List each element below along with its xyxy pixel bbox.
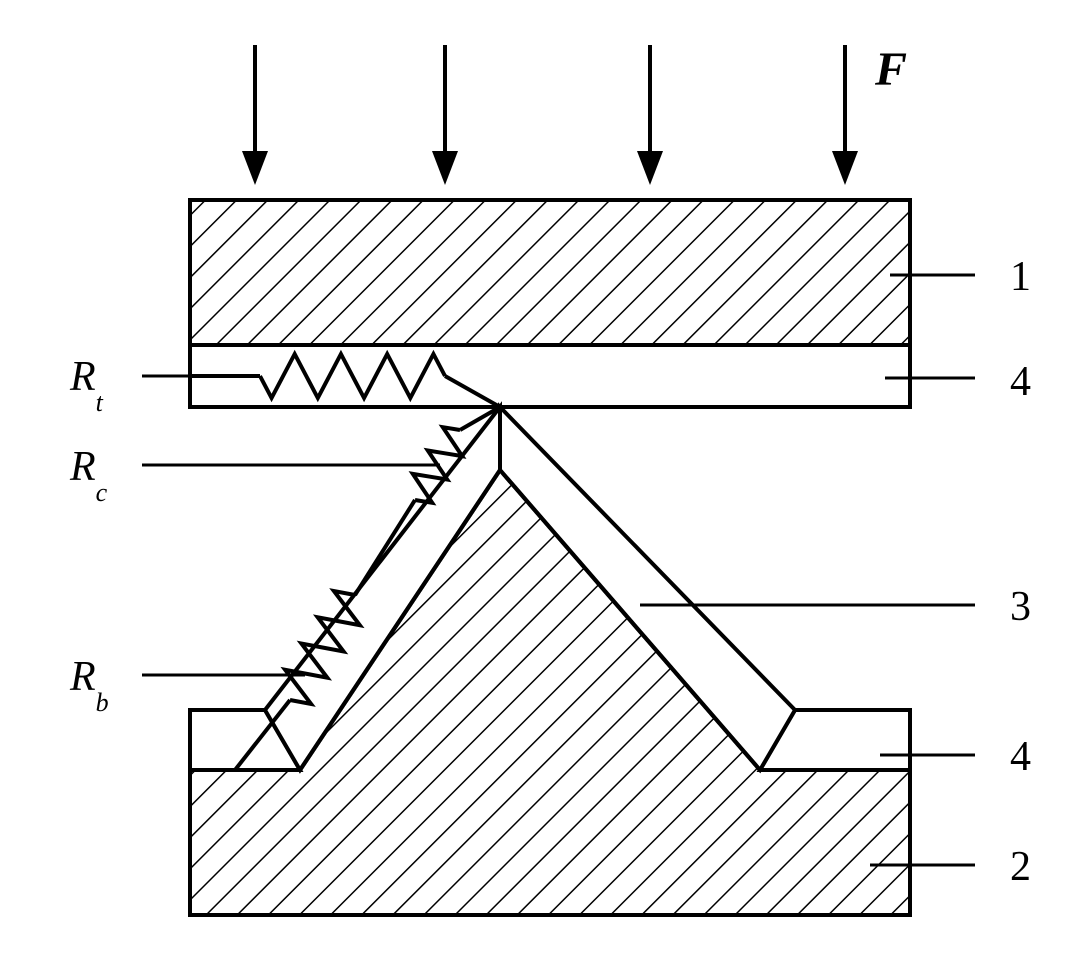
label-n4b: 4 — [1010, 734, 1031, 780]
film-top — [190, 345, 910, 407]
label-n3: 3 — [1010, 584, 1031, 630]
label-Rb: Rb — [69, 654, 109, 717]
label-Rt: Rt — [69, 354, 104, 417]
label-Rc: Rc — [69, 444, 108, 507]
label-n4a: 4 — [1010, 359, 1031, 405]
label-n2: 2 — [1010, 844, 1031, 890]
top-block — [190, 200, 910, 345]
force-arrow-head-2 — [637, 151, 663, 185]
force-arrow-head-3 — [832, 151, 858, 185]
label-F: F — [874, 43, 907, 96]
label-n1: 1 — [1010, 254, 1031, 300]
force-arrow-head-0 — [242, 151, 268, 185]
force-arrow-head-1 — [432, 151, 458, 185]
